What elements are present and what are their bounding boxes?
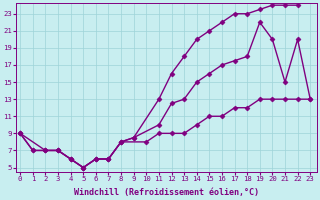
X-axis label: Windchill (Refroidissement éolien,°C): Windchill (Refroidissement éolien,°C) (74, 188, 259, 197)
